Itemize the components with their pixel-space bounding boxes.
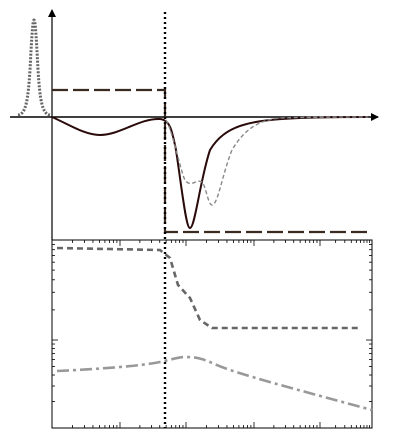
pulse xyxy=(17,18,51,117)
response-curve xyxy=(51,116,369,230)
lower-panel-frame xyxy=(51,239,373,429)
upper-trace xyxy=(56,246,358,330)
secondary-curve xyxy=(165,116,369,206)
tick-group xyxy=(51,240,372,429)
step-function xyxy=(52,88,368,234)
lower-trace xyxy=(56,355,373,412)
